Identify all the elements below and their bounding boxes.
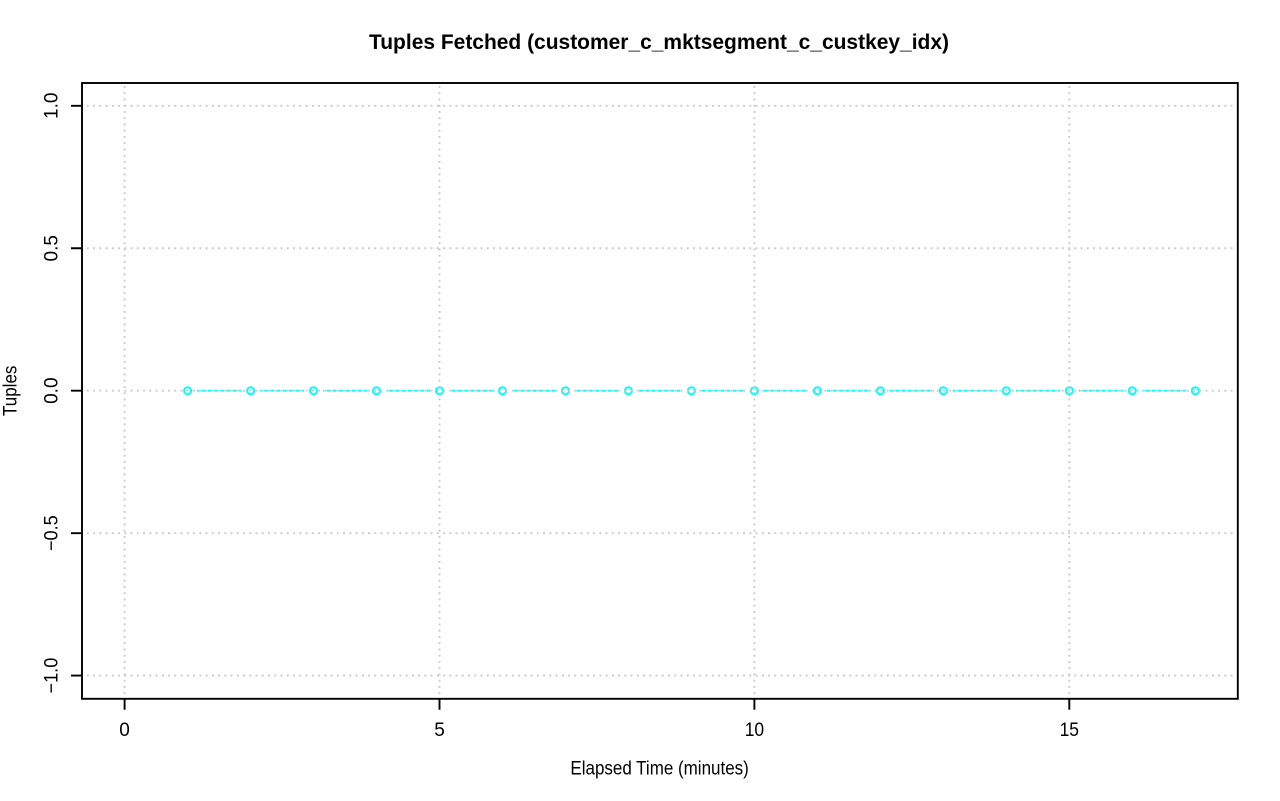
svg-text:0: 0 xyxy=(119,720,130,741)
svg-text:5: 5 xyxy=(434,720,445,741)
svg-text:10: 10 xyxy=(745,720,764,741)
svg-text:0.0: 0.0 xyxy=(42,377,63,403)
svg-text:0.5: 0.5 xyxy=(42,235,63,261)
svg-text:Elapsed Time (minutes): Elapsed Time (minutes) xyxy=(570,758,748,779)
svg-text:−1.0: −1.0 xyxy=(42,658,63,694)
svg-text:Tuples Fetched (customer_c_mkt: Tuples Fetched (customer_c_mktsegment_c_… xyxy=(369,30,949,54)
svg-text:−0.5: −0.5 xyxy=(42,515,63,551)
svg-text:Tuples: Tuples xyxy=(1,366,22,416)
svg-text:1.0: 1.0 xyxy=(42,93,63,119)
svg-text:15: 15 xyxy=(1060,720,1079,741)
